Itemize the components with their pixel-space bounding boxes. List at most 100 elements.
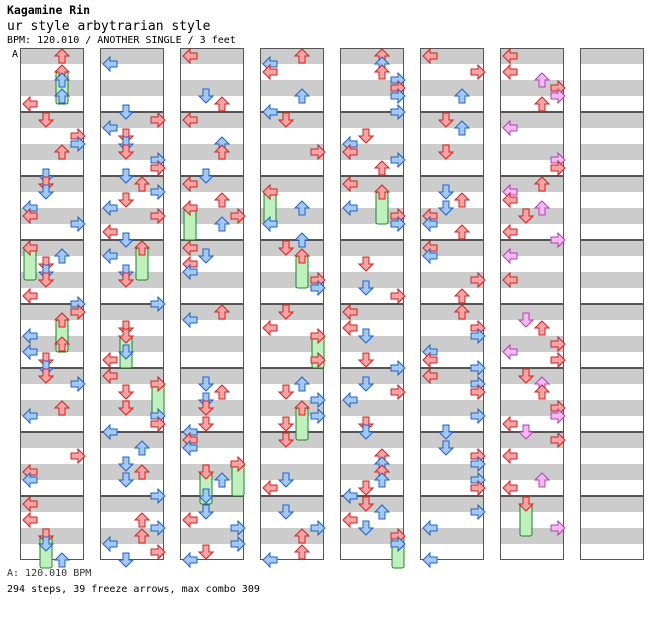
down-arrow-icon [117, 344, 135, 360]
up-arrow-icon [533, 472, 551, 488]
measure-box [580, 304, 644, 368]
right-arrow-icon [550, 431, 566, 449]
left-arrow-icon [502, 47, 518, 65]
right-arrow-icon [390, 535, 406, 553]
left-arrow-icon [262, 479, 278, 497]
measure-box [580, 176, 644, 240]
beat-band [260, 496, 324, 512]
left-arrow-icon [102, 55, 118, 73]
down-arrow-icon [117, 456, 135, 472]
beat-band [340, 528, 404, 544]
measure-box [20, 240, 84, 304]
left-arrow-icon [422, 247, 438, 265]
beat-band [180, 240, 244, 256]
measure-box [260, 240, 324, 304]
beat-band [340, 368, 404, 384]
beat-band [580, 240, 644, 256]
right-arrow-icon [230, 207, 246, 225]
up-arrow-icon [53, 312, 71, 328]
down-arrow-icon [357, 480, 375, 496]
down-arrow-icon [357, 496, 375, 512]
beat-band [20, 400, 84, 416]
beat-band [420, 336, 484, 352]
down-arrow-icon [357, 128, 375, 144]
up-arrow-icon [533, 72, 551, 88]
left-arrow-icon [262, 63, 278, 81]
down-arrow-icon [437, 184, 455, 200]
beat-band [180, 304, 244, 320]
beat-band [180, 144, 244, 160]
beat-band [580, 208, 644, 224]
down-arrow-icon [197, 504, 215, 520]
up-arrow-icon [133, 240, 151, 256]
beat-band [500, 48, 564, 64]
left-arrow-icon [22, 471, 38, 489]
right-arrow-icon [70, 303, 86, 321]
beat-band [580, 528, 644, 544]
right-arrow-icon [470, 359, 486, 377]
down-arrow-icon [517, 424, 535, 440]
right-arrow-icon [310, 407, 326, 425]
right-arrow-icon [310, 279, 326, 297]
up-arrow-icon [533, 384, 551, 400]
left-arrow-icon [182, 511, 198, 529]
down-arrow-icon [197, 400, 215, 416]
measure-box [500, 112, 564, 176]
up-arrow-icon [53, 400, 71, 416]
chart-info: BPM: 120.010 / ANOTHER SINGLE / 3 feet [7, 35, 236, 46]
down-arrow-icon [197, 88, 215, 104]
beat-band [580, 144, 644, 160]
up-arrow-icon [213, 472, 231, 488]
up-arrow-icon [133, 528, 151, 544]
song-artist: Kagamine Rin [7, 3, 91, 17]
beat-band [500, 464, 564, 480]
down-arrow-icon [437, 112, 455, 128]
beat-band [500, 400, 564, 416]
up-arrow-icon [293, 528, 311, 544]
left-arrow-icon [182, 199, 198, 217]
right-arrow-icon [470, 327, 486, 345]
beat-band [500, 144, 564, 160]
down-arrow-icon [357, 328, 375, 344]
left-arrow-icon [102, 247, 118, 265]
down-arrow-icon [357, 520, 375, 536]
beat-band [260, 368, 324, 384]
beat-band [100, 432, 164, 448]
beat-band [20, 208, 84, 224]
measure-box [260, 112, 324, 176]
down-arrow-icon [117, 232, 135, 248]
right-arrow-icon [390, 383, 406, 401]
left-arrow-icon [262, 103, 278, 121]
measure-box [500, 176, 564, 240]
up-arrow-icon [293, 248, 311, 264]
song-title: ur style arbytrarian style [7, 19, 211, 34]
right-arrow-icon [230, 455, 246, 473]
left-arrow-icon [22, 343, 38, 361]
beat-band [20, 496, 84, 512]
beat-band [580, 80, 644, 96]
left-arrow-icon [422, 367, 438, 385]
left-arrow-icon [422, 551, 438, 569]
up-arrow-icon [213, 304, 231, 320]
bpm-marker-label: A [12, 49, 18, 60]
measure-box [580, 432, 644, 496]
beat-band [500, 304, 564, 320]
beat-band [340, 80, 404, 96]
up-arrow-icon [373, 160, 391, 176]
beat-band [20, 432, 84, 448]
down-arrow-icon [277, 416, 295, 432]
up-arrow-icon [213, 96, 231, 112]
left-arrow-icon [182, 47, 198, 65]
down-arrow-icon [517, 208, 535, 224]
beat-band [20, 304, 84, 320]
beat-band [340, 240, 404, 256]
beat-band [420, 272, 484, 288]
right-arrow-icon [390, 287, 406, 305]
down-arrow-icon [197, 416, 215, 432]
right-arrow-icon [310, 391, 326, 409]
down-arrow-icon [117, 328, 135, 344]
right-arrow-icon [390, 359, 406, 377]
measure-box [420, 48, 484, 112]
right-arrow-icon [310, 327, 326, 345]
up-arrow-icon [533, 200, 551, 216]
